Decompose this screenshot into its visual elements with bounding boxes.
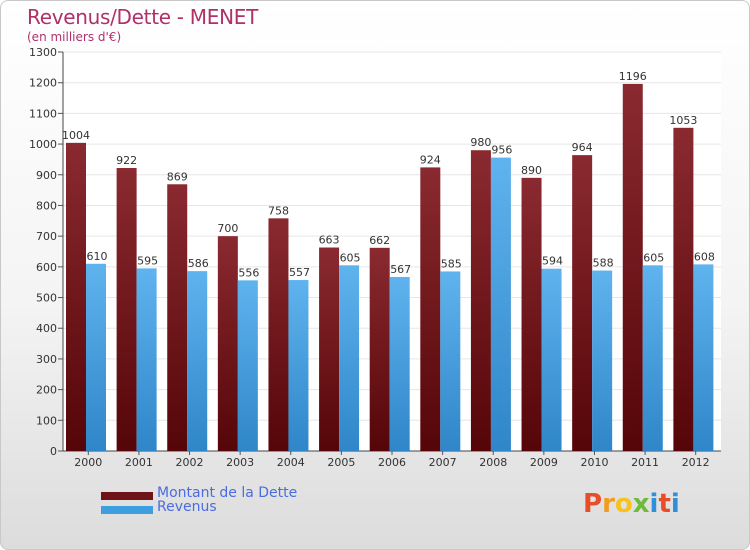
x-tick-label: 2012 (682, 456, 710, 469)
x-tick-label: 2000 (74, 456, 102, 469)
data-label-dette: 1004 (62, 129, 90, 142)
data-label-revenus: 585 (441, 257, 462, 270)
bar-revenus (339, 265, 360, 451)
bar-revenus (237, 280, 258, 451)
x-tick-label: 2003 (226, 456, 254, 469)
data-label-dette: 1196 (619, 70, 647, 83)
logo-letter: r (602, 489, 615, 519)
data-label-revenus: 594 (542, 255, 563, 268)
bar-revenus (136, 268, 157, 451)
y-tick-label: 900 (36, 169, 57, 182)
bar-revenus (86, 263, 106, 451)
data-label-dette: 924 (420, 153, 441, 166)
y-tick-label: 0 (50, 445, 57, 458)
data-label-revenus: 956 (491, 144, 512, 157)
chart-title: Revenus/Dette - MENET (27, 5, 258, 29)
bar-dette (420, 167, 441, 451)
data-label-revenus: 588 (593, 257, 614, 270)
bar-dette (521, 177, 542, 452)
data-label-revenus: 557 (289, 266, 310, 279)
data-label-revenus: 567 (390, 263, 411, 276)
y-tick-label: 500 (36, 292, 57, 305)
bar-dette (66, 142, 86, 451)
legend-swatch-dette (101, 492, 153, 500)
bar-dette (572, 155, 593, 451)
data-label-dette: 980 (470, 136, 491, 149)
x-tick-label: 2009 (530, 456, 558, 469)
y-tick-label: 1200 (29, 77, 57, 90)
bar-dette (622, 83, 643, 452)
data-label-revenus: 556 (238, 266, 259, 279)
bar-revenus (642, 265, 663, 451)
logo-letter: P (583, 489, 603, 519)
y-tick-label: 1000 (29, 138, 57, 151)
bar-revenus (288, 280, 309, 451)
data-label-dette: 1053 (669, 114, 697, 127)
logo-letter: i (649, 489, 659, 519)
bar-dette (470, 150, 491, 451)
data-label-dette: 922 (116, 154, 137, 167)
data-label-revenus: 608 (694, 250, 715, 263)
data-label-dette: 890 (521, 164, 542, 177)
bar-dette (369, 247, 390, 451)
bar-revenus (592, 270, 613, 451)
y-tick-label: 200 (36, 384, 57, 397)
bar-dette (167, 184, 188, 451)
logo-letter: o (614, 489, 633, 519)
bar-revenus (187, 271, 208, 451)
x-tick-label: 2001 (125, 456, 153, 469)
data-label-dette: 869 (167, 170, 188, 183)
x-tick-label: 2008 (479, 456, 507, 469)
bar-revenus (693, 264, 714, 451)
data-label-revenus: 605 (340, 251, 361, 264)
x-tick-label: 2004 (277, 456, 305, 469)
bar-dette (319, 247, 340, 451)
y-tick-label: 300 (36, 353, 57, 366)
bar-revenus (541, 268, 562, 451)
data-label-revenus: 595 (137, 254, 158, 267)
logo-letter: t (658, 489, 671, 519)
bar-dette (268, 218, 289, 451)
bar-dette (217, 236, 238, 451)
data-label-dette: 964 (572, 141, 593, 154)
x-tick-label: 2007 (429, 456, 457, 469)
y-tick-label: 100 (36, 414, 57, 427)
data-label-dette: 758 (268, 204, 289, 217)
legend-swatch-revenus (101, 506, 153, 514)
bar-revenus (389, 276, 410, 451)
y-tick-label: 700 (36, 230, 57, 243)
x-tick-label: 2005 (327, 456, 355, 469)
proxiti-logo: Proxiti (583, 489, 680, 519)
data-label-dette: 662 (369, 234, 390, 247)
y-tick-label: 400 (36, 322, 57, 335)
x-tick-label: 2010 (580, 456, 608, 469)
bar-revenus (440, 271, 461, 451)
data-label-revenus: 586 (188, 257, 209, 270)
x-tick-label: 2002 (176, 456, 204, 469)
bar-dette (673, 127, 694, 451)
data-label-revenus: 610 (87, 250, 108, 263)
legend-label-dette: Montant de la Dette (157, 485, 298, 501)
y-tick-label: 1300 (29, 46, 57, 59)
data-label-dette: 663 (319, 234, 340, 247)
legend-label-revenus: Revenus (157, 499, 217, 515)
y-tick-label: 1100 (29, 107, 57, 120)
chart-subtitle: (en milliers d'€) (27, 30, 122, 44)
x-tick-label: 2006 (378, 456, 406, 469)
bar-revenus (490, 157, 511, 451)
x-tick-label: 2011 (631, 456, 659, 469)
bar-dette (116, 168, 137, 452)
logo-letter: i (670, 489, 680, 519)
y-tick-label: 600 (36, 261, 57, 274)
data-label-dette: 700 (217, 222, 238, 235)
logo-letter: x (632, 489, 650, 519)
data-label-revenus: 605 (643, 251, 664, 264)
y-tick-label: 800 (36, 199, 57, 212)
